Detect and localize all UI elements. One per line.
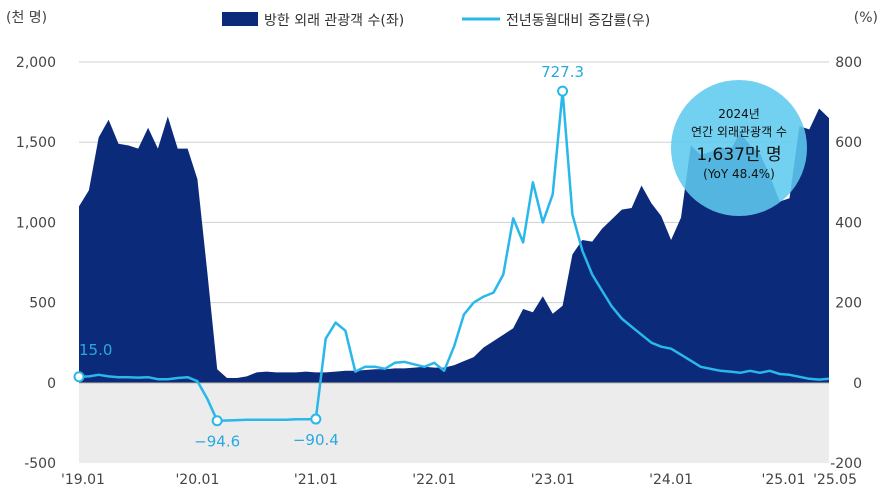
right-tick-4: 600 — [835, 135, 862, 151]
yoy-marker-0 — [73, 371, 85, 383]
legend: 방한 외래 관광객 수(좌) 전년동월대비 증감률(우) — [222, 12, 650, 29]
x-tick-6: '25.01 — [762, 472, 806, 488]
right-tick-3: 400 — [835, 215, 862, 231]
yoy-marker-2 — [310, 413, 322, 425]
x-tick-4: '23.01 — [531, 472, 575, 488]
left-tick-1: 0 — [47, 376, 56, 392]
x-tick-5: '24.01 — [649, 472, 693, 488]
right-tick-2: 200 — [835, 296, 862, 312]
x-axis-ticks: '19.01 '20.01 '21.01 '22.01 '23.01 '24.01 '25.… — [61, 472, 857, 488]
left-tick-3: 1,000 — [16, 215, 56, 231]
right-axis-unit: (%) — [854, 10, 878, 26]
yoy-label-0: 15.0 — [79, 341, 112, 359]
right-tick-0: -200 — [830, 456, 862, 472]
x-tick-7: '25.05 — [813, 472, 857, 488]
yoy-marker-1 — [211, 415, 223, 427]
yoy-line-series — [78, 89, 830, 422]
x-tick-3: '22.01 — [412, 472, 456, 488]
yoy-marker-3 — [557, 85, 569, 97]
x-tick-1: '20.01 — [175, 472, 219, 488]
left-tick-0: -500 — [24, 456, 56, 472]
annotation-caption: 연간 외래관광객 수 — [691, 125, 787, 139]
yoy-data-labels: 15.0 −94.6 −90.4 727.3 — [79, 63, 584, 451]
right-axis-ticks: -200 0 200 400 600 800 — [830, 55, 862, 472]
legend-swatch-area — [222, 12, 258, 26]
right-tick-1: 0 — [853, 376, 862, 392]
x-tick-0: '19.01 — [61, 472, 105, 488]
x-tick-2: '21.01 — [294, 472, 338, 488]
yoy-label-1: −94.6 — [194, 433, 240, 451]
legend-label-area: 방한 외래 관광객 수(좌) — [264, 13, 404, 29]
yoy-label-3: 727.3 — [541, 63, 584, 81]
annotation-year: 2024년 — [718, 107, 760, 121]
left-axis-unit: (천 명) — [6, 10, 47, 26]
negative-band — [79, 382, 829, 463]
legend-label-line: 전년동월대비 증감률(우) — [506, 13, 650, 29]
left-tick-4: 1,500 — [16, 135, 56, 151]
left-axis-ticks: -500 0 500 1,000 1,500 2,000 — [16, 55, 56, 472]
annotation-bubble: 2024년 연간 외래관광객 수 1,637만 명 (YoY 48.4%) — [671, 80, 807, 216]
left-tick-2: 500 — [29, 296, 56, 312]
annotation-yoy: (YoY 48.4%) — [703, 167, 775, 181]
yoy-label-2: −90.4 — [293, 431, 339, 449]
left-tick-5: 2,000 — [16, 55, 56, 71]
visitors-area-series — [79, 108, 829, 383]
yoy-point-markers — [73, 85, 569, 427]
annotation-circle — [671, 80, 807, 216]
annotation-value: 1,637만 명 — [696, 145, 781, 165]
right-tick-5: 800 — [835, 55, 862, 71]
